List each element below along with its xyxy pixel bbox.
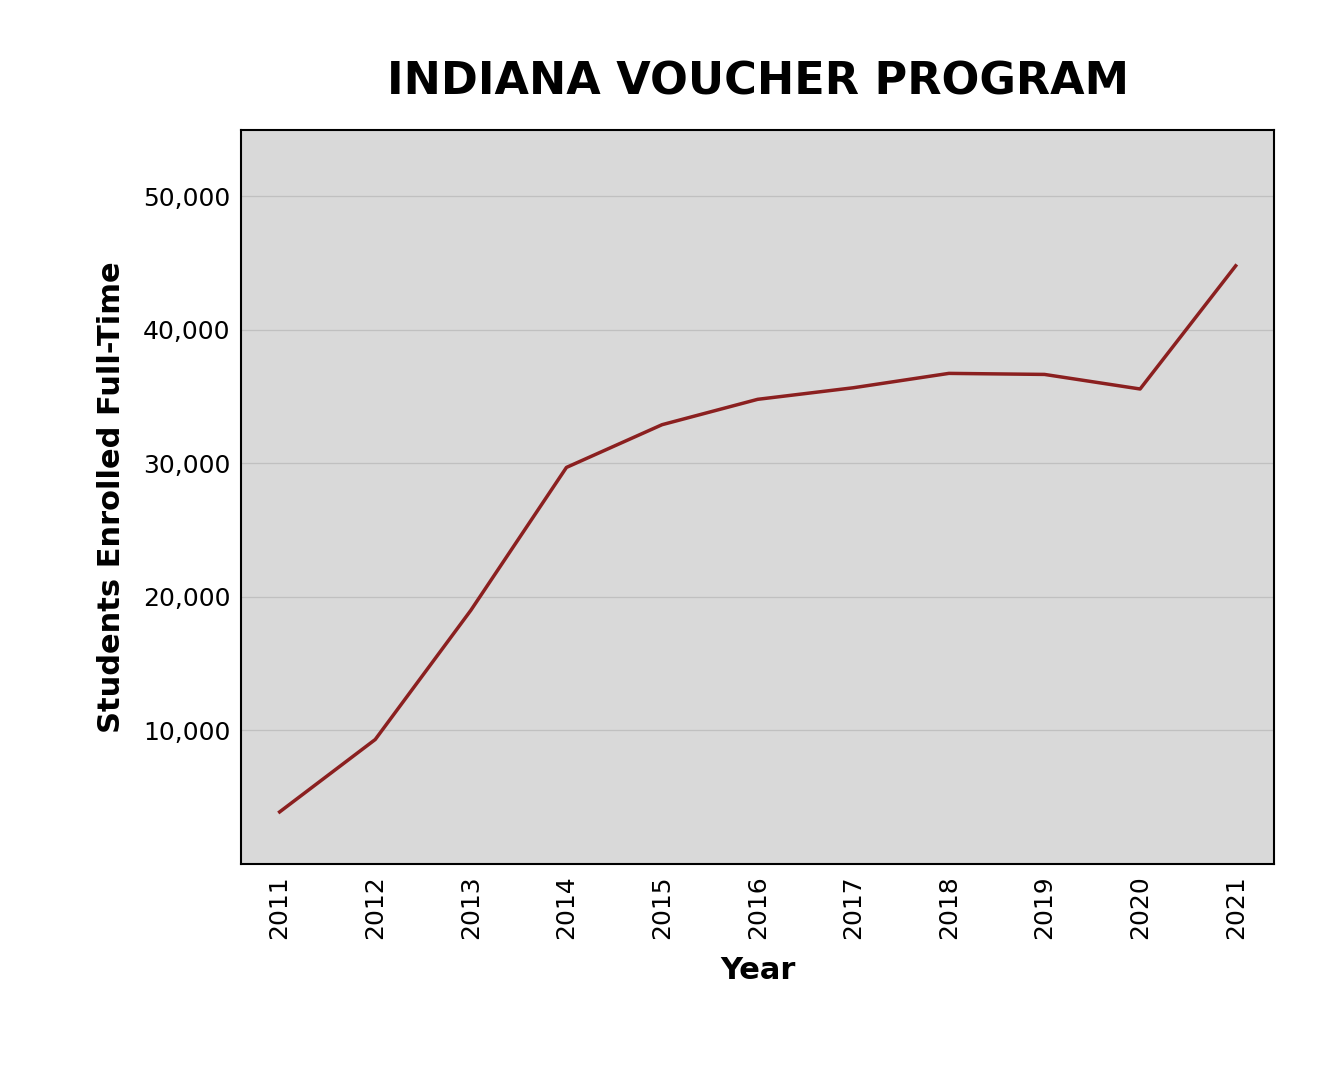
Title: INDIANA VOUCHER PROGRAM: INDIANA VOUCHER PROGRAM <box>386 60 1129 104</box>
X-axis label: Year: Year <box>720 956 795 985</box>
Y-axis label: Students Enrolled Full-Time: Students Enrolled Full-Time <box>97 261 126 732</box>
